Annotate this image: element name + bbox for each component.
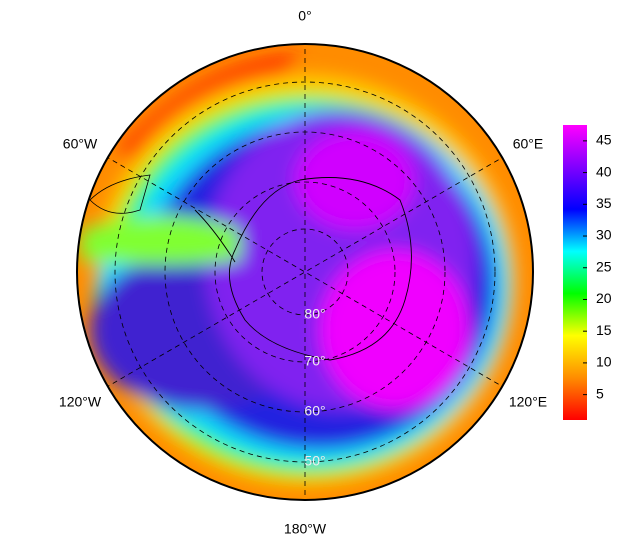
colorbar-tick-label: 40 (596, 163, 612, 179)
colorbar-tick-label: 25 (596, 258, 612, 274)
colorbar-tick-label: 30 (596, 227, 612, 243)
colorbar (563, 125, 587, 420)
map-border (76, 43, 534, 501)
parallel-label: 80° (304, 306, 325, 322)
meridian-label: 120°W (59, 394, 102, 410)
field (77, 44, 533, 500)
meridian-label: 0° (298, 8, 311, 24)
meridian-label: 120°E (509, 394, 547, 410)
colorbar-tick-label: 5 (596, 385, 604, 401)
colorbar-tick-label: 20 (596, 290, 612, 306)
meridian-label: 180°W (284, 521, 327, 537)
meridian-label: 60°E (513, 136, 544, 152)
colorbar-tick-label: 10 (596, 354, 612, 370)
parallel-label: 70° (304, 353, 325, 369)
meridian-label: 60°W (63, 136, 98, 152)
parallel-label: 60° (304, 403, 325, 419)
colorbar-tick-label: 35 (596, 195, 612, 211)
colorbar-tick-label: 15 (596, 322, 612, 338)
parallel-label: 50° (304, 453, 325, 469)
colorbar-tick-label: 45 (596, 132, 612, 148)
